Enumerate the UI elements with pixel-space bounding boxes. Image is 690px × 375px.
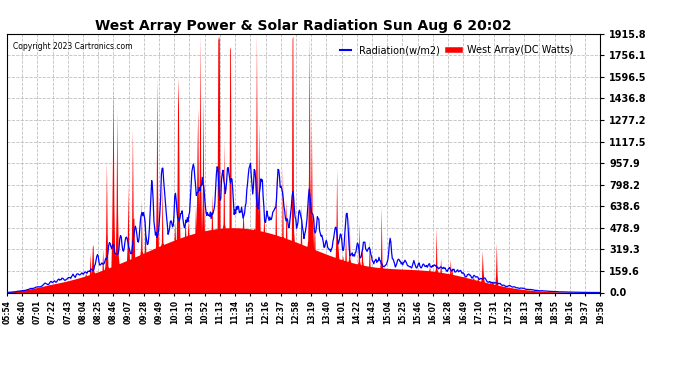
Title: West Array Power & Solar Radiation Sun Aug 6 20:02: West Array Power & Solar Radiation Sun A… [95,19,512,33]
Legend: Radiation(w/m2), West Array(DC Watts): Radiation(w/m2), West Array(DC Watts) [336,41,578,59]
Text: Copyright 2023 Cartronics.com: Copyright 2023 Cartronics.com [13,42,132,51]
